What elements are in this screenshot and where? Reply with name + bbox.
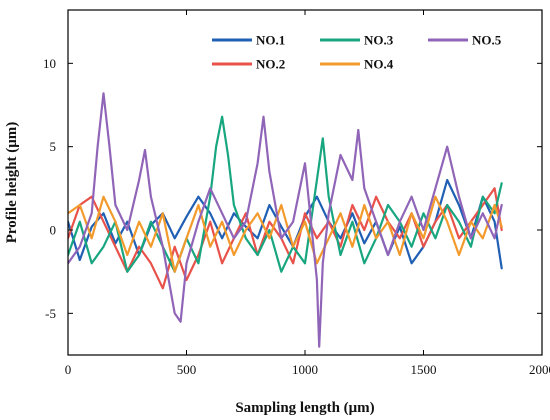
series-line-no4 — [68, 195, 503, 273]
series-line-no5 — [68, 92, 503, 348]
x-axis-title: Sampling length (μm) — [235, 400, 374, 416]
series-line-no3 — [68, 115, 503, 273]
legend-item-no4: NO.4 — [320, 57, 394, 72]
x-tick-label: 2000 — [529, 362, 550, 377]
series-layer — [68, 92, 503, 348]
legend-item-no1: NO.1 — [212, 33, 285, 48]
x-tick-label: 1000 — [292, 362, 318, 377]
legend: NO.1 NO.2 NO.3 NO.4 NO.5 — [212, 33, 502, 72]
x-tick-label: 500 — [177, 362, 197, 377]
y-tick-label: 5 — [50, 139, 57, 154]
y-tick-label: -5 — [45, 306, 56, 321]
y-axis-title: Profile height (μm) — [4, 122, 20, 244]
legend-label: NO.4 — [364, 57, 394, 72]
x-tick-label: 0 — [65, 362, 72, 377]
legend-label: NO.1 — [256, 33, 285, 48]
legend-label: NO.3 — [364, 33, 394, 48]
legend-item-no5: NO.5 — [428, 33, 502, 48]
series-line-no1 — [68, 178, 503, 270]
legend-label: NO.5 — [472, 33, 502, 48]
legend-label: NO.2 — [256, 57, 285, 72]
y-tick-label: 10 — [43, 56, 56, 71]
ticks-layer: 0 500 1000 1500 2000 -5 0 5 10 — [43, 10, 550, 377]
legend-item-no2: NO.2 — [212, 57, 285, 72]
x-tick-label: 1500 — [411, 362, 437, 377]
legend-item-no3: NO.3 — [320, 33, 394, 48]
y-tick-label: 0 — [50, 223, 57, 238]
